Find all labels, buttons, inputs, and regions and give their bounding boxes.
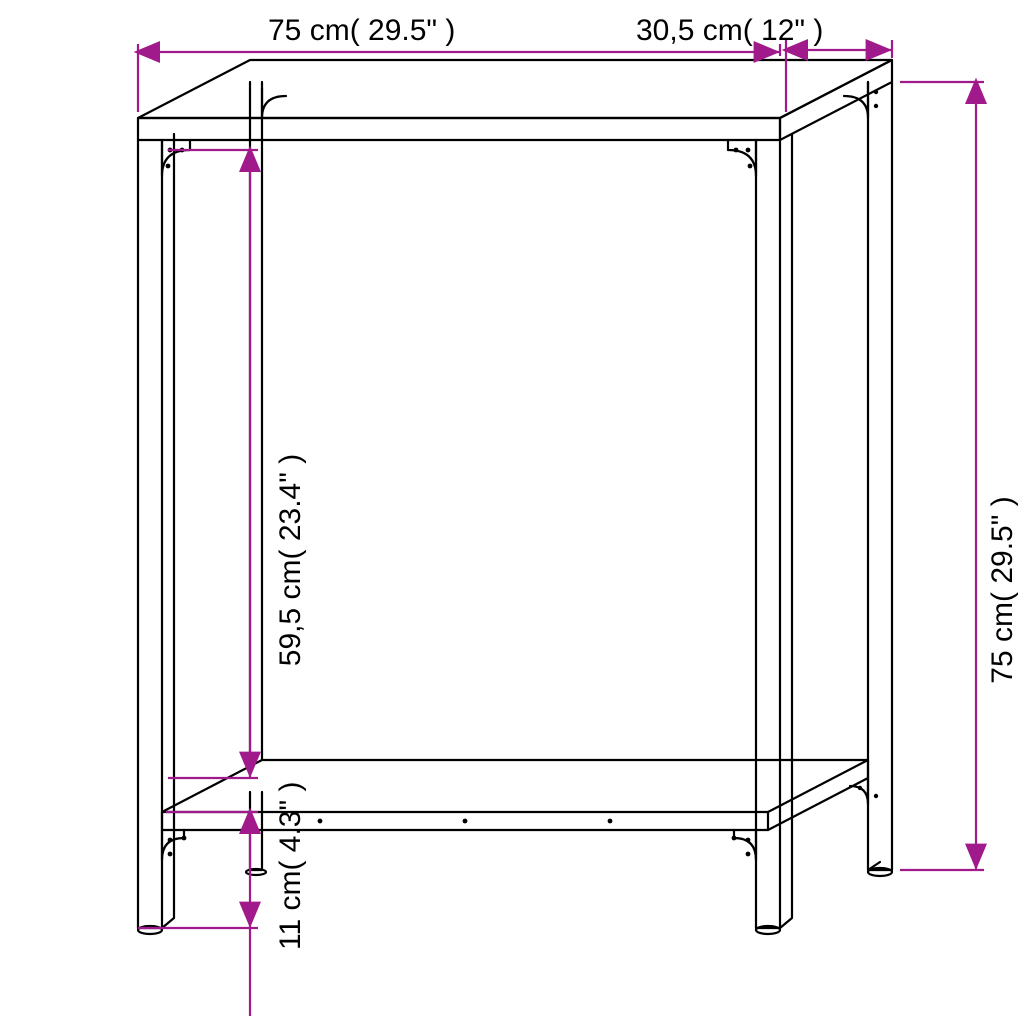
dim-width-label: 75 cm( 29.5" )	[268, 14, 455, 47]
dim-height-label: 75 cm( 29.5" )	[986, 496, 1019, 683]
dim-shelf-clearance-label: 11 cm( 4.3" )	[274, 782, 307, 950]
dim-clearance-label: 59,5 cm( 23.4" )	[274, 454, 307, 666]
dimension-diagram: 75 cm( 29.5" ) 30,5 cm( 12" ) 75 cm( 29.…	[0, 0, 1024, 1024]
dim-depth-label: 30,5 cm( 12" )	[636, 14, 823, 47]
